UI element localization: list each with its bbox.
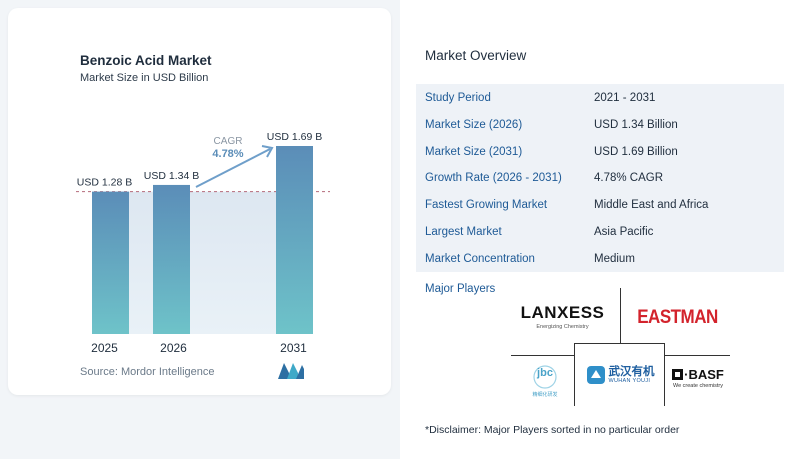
row-value: 4.78% CAGR (594, 171, 664, 184)
chart-subtitle: Market Size in USD Billion (80, 72, 209, 84)
row-value: Middle East and Africa (594, 198, 709, 211)
lanxess-name: LANXESS (520, 302, 605, 322)
x-tick-2025: 2025 (91, 341, 118, 355)
chart-title: Benzoic Acid Market (80, 53, 212, 68)
logo-divider (664, 355, 730, 356)
cagr-arrow-line (195, 148, 271, 188)
projection-band (129, 191, 276, 334)
logo-divider (574, 343, 575, 406)
wuhan-sub: WUHAN YOUJI (608, 378, 651, 384)
cagr-arrow-head (261, 145, 274, 158)
overview-title: Market Overview (425, 48, 527, 63)
wuhan-mark-icon (586, 366, 605, 384)
x-tick-2026: 2026 (160, 341, 187, 355)
logo-divider (664, 343, 665, 406)
overview-row-fastest-growing: Fastest Growing Market Middle East and A… (416, 191, 784, 218)
lanxess-logo: LANXESS Energizing Chemistry (515, 298, 610, 334)
row-key: Market Size (2031) (425, 145, 523, 158)
overview-row-market-size-2031: Market Size (2031) USD 1.69 Billion (416, 138, 784, 165)
overview-row-concentration: Market Concentration Medium (416, 245, 784, 272)
wuhan-name: 武汉有机 (608, 366, 655, 378)
major-players-label: Major Players (425, 283, 496, 295)
bar-2026 (153, 184, 190, 334)
bar-chart: USD 1.28 B 2025 USD 1.34 B 2026 USD 1.69 B 20… (76, 131, 330, 355)
logo-divider (511, 355, 574, 356)
jbc-name: jbc (537, 367, 553, 379)
source-note: Source: Mordor Intelligence (80, 366, 215, 378)
jbc-mark-icon (533, 365, 557, 389)
x-tick-2031: 2031 (280, 341, 307, 355)
disclaimer: *Disclaimer: Major Players sorted in no … (425, 424, 680, 436)
bar-2031 (276, 146, 313, 334)
row-key: Market Concentration (425, 252, 535, 265)
data-label-2031: USD 1.69 B (267, 131, 322, 143)
eastman-logo: EASTMAN (630, 303, 725, 331)
row-value: Medium (594, 252, 635, 265)
row-key: Growth Rate (2026 - 2031) (425, 171, 562, 184)
row-key: Largest Market (425, 225, 502, 238)
overview-row-market-size-2026: Market Size (2026) USD 1.34 Billion (416, 111, 784, 138)
jbc-sub: 精细化研发 (532, 392, 558, 398)
logo-divider (620, 288, 621, 344)
basf-square-icon (672, 369, 684, 380)
row-key: Fastest Growing Market (425, 198, 548, 211)
bar-2025 (92, 191, 129, 334)
basf-logo: · BASF We create chemistry (672, 367, 724, 389)
overview-row-largest-market: Largest Market Asia Pacific (416, 218, 784, 245)
row-value: Asia Pacific (594, 225, 654, 238)
basf-name: BASF (688, 367, 724, 382)
lanxess-tagline: Energizing Chemistry (536, 323, 589, 330)
row-key: Study Period (425, 91, 491, 104)
overview-row-growth-rate: Growth Rate (2026 - 2031) 4.78% CAGR (416, 164, 784, 191)
data-label-2026: USD 1.34 B (144, 170, 199, 182)
basf-tagline: We create chemistry (672, 383, 724, 389)
row-value: 2021 - 2031 (594, 91, 656, 104)
jbc-logo: jbc 精细化研发 (522, 360, 568, 402)
row-value: USD 1.69 Billion (594, 145, 678, 158)
overview-row-study-period: Study Period 2021 - 2031 (416, 84, 784, 111)
data-label-2025: USD 1.28 B (77, 177, 132, 189)
cagr-label: CAGR (214, 136, 243, 147)
eastman-name: EASTMAN (637, 305, 718, 328)
mordor-logo-icon (278, 363, 304, 379)
row-key: Market Size (2026) (425, 118, 523, 131)
wuhan-youji-logo: 武汉有机 WUHAN YOUJI (582, 360, 658, 390)
row-value: USD 1.34 Billion (594, 118, 678, 131)
logo-divider (574, 343, 665, 344)
cagr-value: 4.78% (212, 148, 243, 160)
